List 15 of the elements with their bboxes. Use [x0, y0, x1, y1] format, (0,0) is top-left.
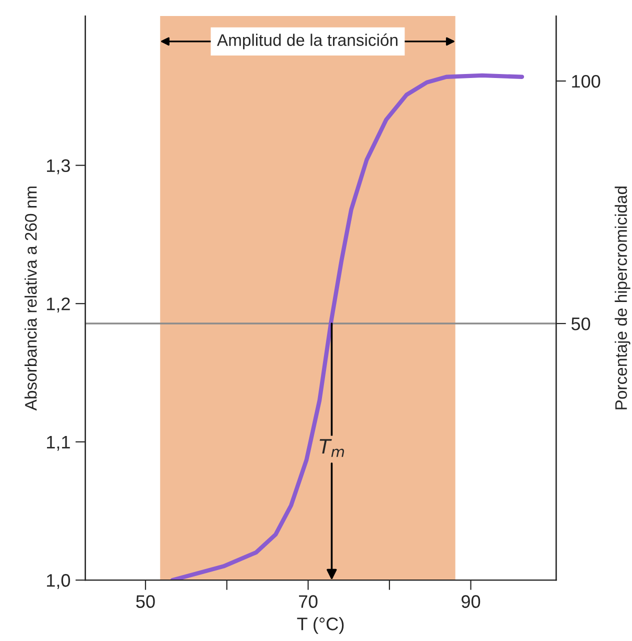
- band-label: Amplitud de la transición: [216, 34, 398, 50]
- x-axis-title: T (°C): [297, 617, 344, 634]
- x-tick-label: 50: [136, 595, 155, 608]
- annotation: T$_{m}$: [320, 439, 344, 457]
- x-tick-label: 90: [462, 595, 480, 608]
- y2-tick-label: 100: [572, 74, 600, 88]
- x-tick-label: 70: [299, 595, 318, 608]
- line-series: [170, 73, 524, 580]
- y-tick-label: 1,3: [47, 159, 70, 174]
- y2-axis-title: Porcentaje de hipercromicidad: [614, 186, 630, 410]
- y-tick-label: 1,0: [47, 574, 70, 589]
- y-tick-label: 1,1: [47, 436, 70, 451]
- y-axis-title: Absorbancia relativa a 260 nm: [24, 186, 37, 411]
- y-tick-label: 1,2: [47, 298, 70, 312]
- y2-tick-label: 50: [571, 317, 590, 330]
